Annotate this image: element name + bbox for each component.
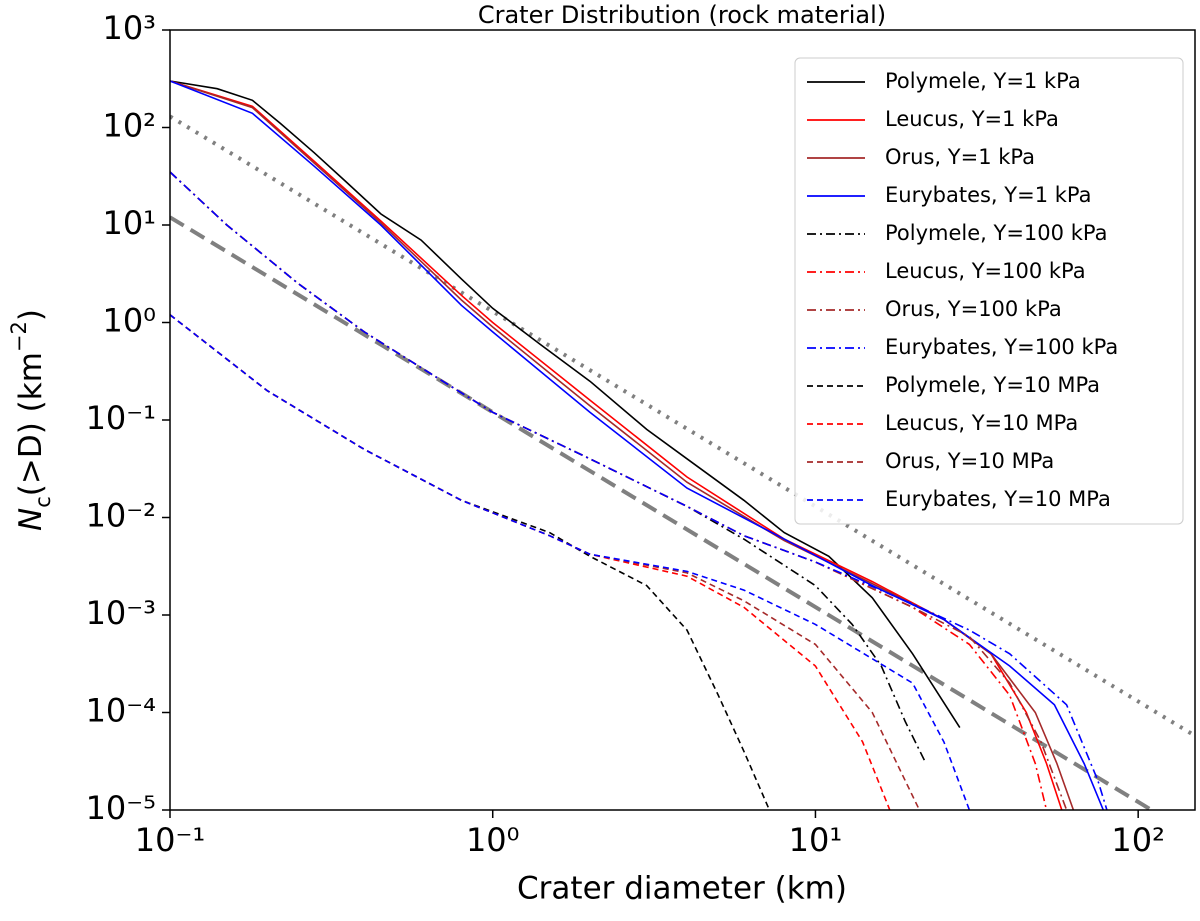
legend-label: Polymele, Y=1 kPa [885, 69, 1081, 93]
plot-lines [170, 80, 1195, 810]
y-tick-label: 10² [102, 107, 156, 145]
y-tick-label: 10⁻³ [86, 594, 156, 632]
y-tick-label: 10³ [102, 9, 156, 47]
series-line [170, 80, 1063, 810]
x-axis-label: Crater diameter (km) [517, 871, 847, 907]
series-line [170, 80, 1075, 810]
y-label-part: N [13, 508, 49, 531]
y-tick-label: 10⁻⁴ [86, 692, 156, 730]
series-line [170, 314, 971, 810]
y-label-part: c [31, 496, 55, 508]
x-tick-label: 10⁰ [466, 821, 520, 859]
x-tick-label: 10² [1111, 821, 1165, 859]
y-tick-label: 10¹ [102, 204, 156, 242]
legend-label: Leucus, Y=1 kPa [885, 107, 1059, 131]
y-tick-label: 10⁻¹ [86, 399, 156, 437]
legend-label: Leucus, Y=100 kPa [885, 259, 1086, 283]
legend-label: Orus, Y=1 kPa [885, 145, 1035, 169]
y-label-part: (>D) (km [13, 352, 49, 496]
legend-label: Eurybates, Y=100 kPa [885, 335, 1118, 359]
series-line [170, 171, 1108, 810]
chart-title: Crater Distribution (rock material) [478, 1, 886, 29]
legend-label: Polymele, Y=10 MPa [885, 373, 1100, 397]
x-tick-label: 10⁻¹ [135, 821, 205, 859]
legend-label: Leucus, Y=10 MPa [885, 411, 1078, 435]
y-label-part: ) [13, 309, 49, 321]
series-line [170, 314, 771, 810]
legend-label: Orus, Y=10 MPa [885, 449, 1054, 473]
legend-label: Polymele, Y=100 kPa [885, 221, 1107, 245]
series-line [170, 314, 891, 810]
legend-label: Eurybates, Y=1 kPa [885, 183, 1092, 207]
series-line [170, 80, 1105, 810]
y-label-part: −2 [7, 321, 31, 352]
legend-label: Eurybates, Y=10 MPa [885, 487, 1111, 511]
y-axis-label: Nc(>D) (km−2) [7, 309, 55, 531]
series-line [170, 114, 1195, 739]
x-tick-label: 10¹ [789, 821, 843, 859]
series-line [170, 80, 961, 729]
y-tick-label: 10⁰ [102, 302, 156, 340]
legend-label: Orus, Y=100 kPa [885, 297, 1062, 321]
y-tick-label: 10⁻² [86, 497, 156, 535]
legend-box [794, 57, 1184, 525]
y-tick-label: 10⁻⁵ [86, 789, 156, 827]
